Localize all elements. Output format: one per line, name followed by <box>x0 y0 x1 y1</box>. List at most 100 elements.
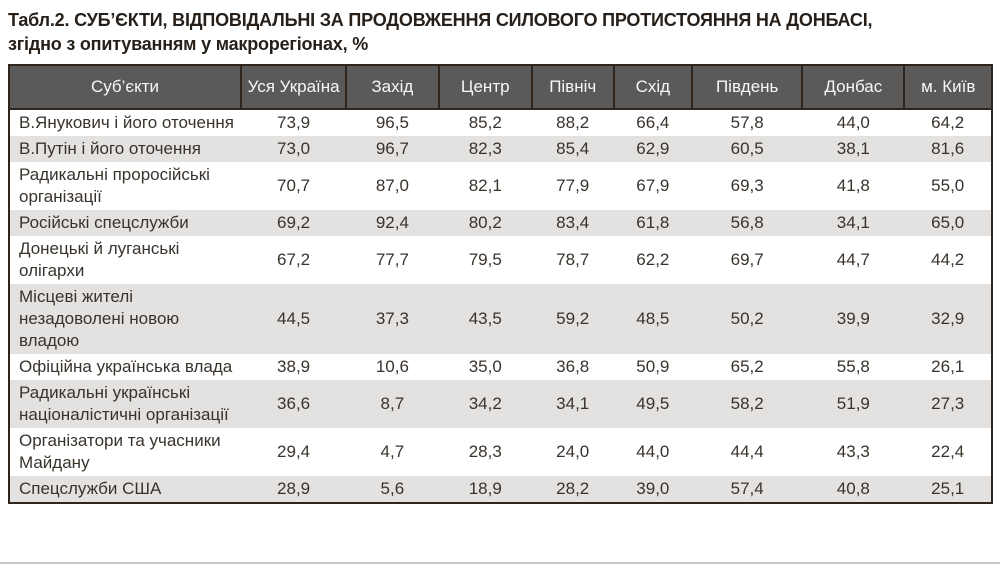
value-cell: 65,0 <box>931 213 965 232</box>
table-row: Донецькі й луганські олігархи 67,2 77,7 79,… <box>9 236 992 284</box>
table-body: В.Янукович і його оточення 73,9 96,5 85,2 88… <box>9 109 992 503</box>
value-cell: 39,9 <box>836 309 870 328</box>
value-cell: 69,2 <box>277 213 311 232</box>
value-cell: 10,6 <box>375 357 409 376</box>
value-cell: 34,1 <box>836 213 870 232</box>
value-cell: 38,1 <box>836 139 870 158</box>
value-cell: 88,2 <box>556 113 590 132</box>
value-cell: 39,0 <box>636 479 670 498</box>
column-header-cell: Центр <box>437 64 533 110</box>
value-cell: 8,7 <box>380 394 405 413</box>
value-cell: 92,4 <box>375 213 409 232</box>
value-cell: 41,8 <box>836 176 870 195</box>
value-cell: 28,3 <box>468 442 502 461</box>
value-cell: 58,2 <box>730 394 764 413</box>
value-cell: 61,8 <box>636 213 670 232</box>
subject-cell: Радикальні українські націоналістичні ор… <box>19 383 229 424</box>
value-cell: 34,1 <box>556 394 590 413</box>
subject-cell: Російські спецслужби <box>19 213 189 232</box>
table-row: В.Янукович і його оточення 73,9 96,5 85,2 88… <box>9 109 992 136</box>
value-cell: 18,9 <box>468 479 502 498</box>
subject-cell: Місцеві жителі незадоволені новою владою <box>19 287 180 350</box>
value-cell: 44,7 <box>836 250 870 269</box>
value-cell: 22,4 <box>931 442 965 461</box>
value-cell: 81,6 <box>931 139 965 158</box>
value-cell: 50,2 <box>730 309 764 328</box>
table-title-line1: Табл.2. СУБ’ЄКТИ, ВІДПОВІДАЛЬНІ ЗА ПРОДО… <box>8 10 873 30</box>
value-cell: 82,1 <box>468 176 502 195</box>
table-row: В.Путін і його оточення 73,0 96,7 82,3 85,4 6… <box>9 136 992 162</box>
value-cell: 59,2 <box>556 309 590 328</box>
value-cell: 73,0 <box>277 139 311 158</box>
value-cell: 28,2 <box>556 479 590 498</box>
value-cell: 78,7 <box>556 250 590 269</box>
table-row: Місцеві жителі незадоволені новою владою… <box>9 284 992 354</box>
value-cell: 34,2 <box>468 394 502 413</box>
value-cell: 35,0 <box>468 357 502 376</box>
value-cell: 96,5 <box>375 113 409 132</box>
value-cell: 62,9 <box>636 139 670 158</box>
value-cell: 40,8 <box>836 479 870 498</box>
value-cell: 38,9 <box>277 357 311 376</box>
survey-table: Суб’єкти Уся Україна Захід Центр Північ Схід П… <box>8 64 993 504</box>
value-cell: 55,8 <box>836 357 870 376</box>
value-cell: 26,1 <box>931 357 965 376</box>
column-header-cell: Південь <box>691 64 804 110</box>
value-cell: 51,9 <box>836 394 870 413</box>
column-header-cell: Схід <box>612 64 694 110</box>
table-row: Організатори та учасники Майдану 29,4 4,7 2… <box>9 428 992 476</box>
table-row: Радикальні українські націоналістичні ор… <box>9 380 992 428</box>
value-cell: 43,3 <box>836 442 870 461</box>
value-cell: 67,2 <box>277 250 311 269</box>
value-cell: 66,4 <box>636 113 670 132</box>
value-cell: 73,9 <box>277 113 311 132</box>
table-title-line2: згідно з опитуванням у макрорегіонах, % <box>8 34 368 54</box>
column-header-cell: Північ <box>530 64 615 110</box>
value-cell: 55,0 <box>931 176 965 195</box>
value-cell: 44,0 <box>636 442 670 461</box>
value-cell: 25,1 <box>931 479 965 498</box>
value-cell: 28,9 <box>277 479 311 498</box>
value-cell: 50,9 <box>636 357 670 376</box>
value-cell: 57,8 <box>730 113 764 132</box>
value-cell: 83,4 <box>556 213 590 232</box>
value-cell: 87,0 <box>375 176 409 195</box>
value-cell: 29,4 <box>277 442 311 461</box>
value-cell: 49,5 <box>636 394 670 413</box>
value-cell: 44,2 <box>931 250 965 269</box>
table-row: Офіційна українська влада 38,9 10,6 35,0 36,… <box>9 354 992 380</box>
subject-cell: Донецькі й луганські олігархи <box>19 239 180 280</box>
subject-cell: Радикальні проросійські організації <box>19 165 210 206</box>
value-cell: 48,5 <box>636 309 670 328</box>
subject-cell: Спецслужби США <box>19 479 162 498</box>
table-row: Спецслужби США 28,9 5,6 18,9 28,2 39,0 57,4 40,… <box>9 476 992 503</box>
value-cell: 44,0 <box>836 113 870 132</box>
value-cell: 69,7 <box>730 250 764 269</box>
value-cell: 67,9 <box>636 176 670 195</box>
value-cell: 37,3 <box>375 309 409 328</box>
column-header-cell: Уся Україна <box>239 64 348 110</box>
value-cell: 69,3 <box>730 176 764 195</box>
value-cell: 32,9 <box>931 309 965 328</box>
bottom-rule <box>0 562 1000 564</box>
header-row: Суб’єкти Уся Україна Захід Центр Північ Схід П… <box>8 64 993 110</box>
value-cell: 36,8 <box>556 357 590 376</box>
value-cell: 5,6 <box>380 479 405 498</box>
column-header-cell: Суб’єкти <box>8 64 242 110</box>
value-cell: 56,8 <box>730 213 764 232</box>
table-row: Радикальні проросійські організації 70,7 8… <box>9 162 992 210</box>
value-cell: 96,7 <box>375 139 409 158</box>
value-cell: 27,3 <box>931 394 965 413</box>
column-header-cell: Донбас <box>801 64 906 110</box>
value-cell: 85,4 <box>556 139 590 158</box>
table-head: Суб’єкти Уся Україна Захід Центр Північ Схід П… <box>8 64 993 110</box>
subject-cell: Організатори та учасники Майдану <box>19 431 221 472</box>
value-cell: 43,5 <box>468 309 502 328</box>
subject-cell: В.Путін і його оточення <box>19 139 201 158</box>
value-cell: 64,2 <box>931 113 965 132</box>
value-cell: 62,2 <box>636 250 670 269</box>
subject-cell: В.Янукович і його оточення <box>19 113 234 132</box>
value-cell: 82,3 <box>468 139 502 158</box>
value-cell: 57,4 <box>730 479 764 498</box>
